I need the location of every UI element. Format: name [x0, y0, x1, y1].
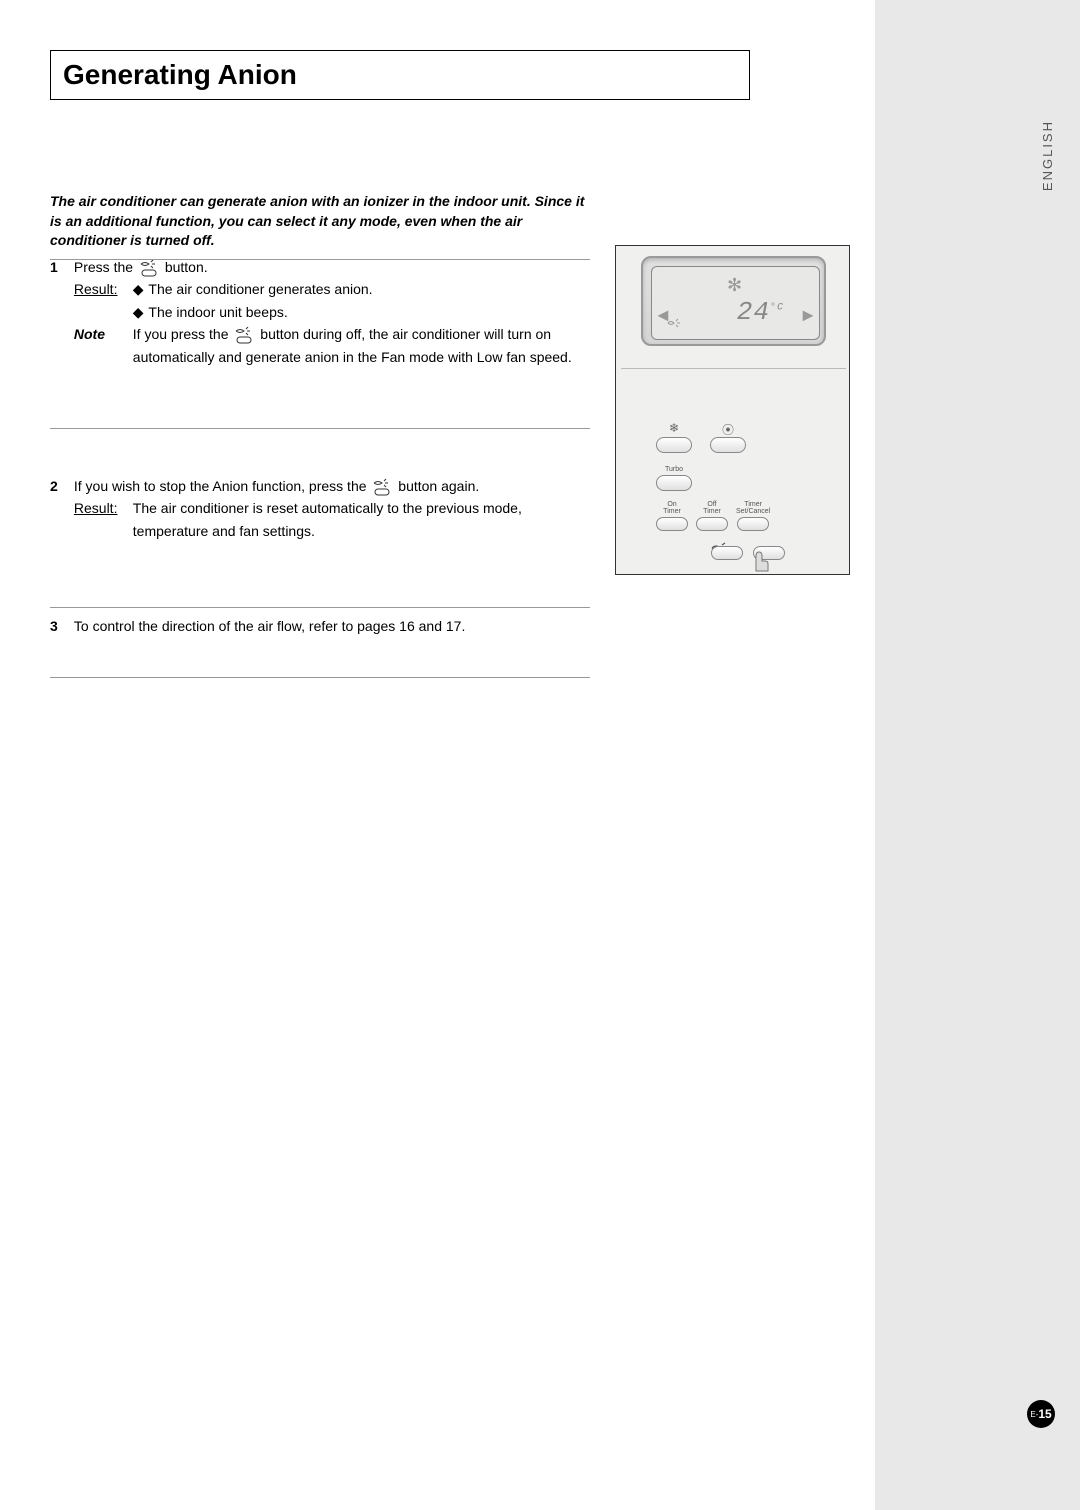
anion-button-icon [137, 259, 161, 277]
mode-button [656, 437, 692, 453]
fan-button [710, 437, 746, 453]
result-2: The indoor unit beeps. [148, 304, 287, 320]
right-sidebar [875, 0, 1080, 1510]
timer-set-group: Timer Set/Cancel [736, 501, 770, 531]
result-1: The air conditioner generates anion. [148, 281, 372, 297]
diamond-bullet: ◆ [133, 301, 145, 323]
anion-remote-button [711, 546, 743, 560]
button-row-1: ❄ ⦿ [656, 421, 746, 453]
intro-paragraph: The air conditioner can generate anion w… [50, 192, 590, 260]
timer-button-row: On Timer Off Timer Timer Set/Cancel [656, 501, 770, 531]
remote-display: ✻ ◄ ► 24°C [641, 256, 826, 346]
temp-unit: °C [770, 302, 784, 313]
turbo-label: Turbo [665, 466, 683, 473]
page-number: 15 [1038, 1407, 1051, 1421]
fan-button-group: ⦿ [710, 421, 746, 453]
off-timer-button [696, 517, 728, 531]
display-inner: ✻ ◄ ► 24°C [651, 266, 820, 340]
turbo-button-group: Turbo [656, 466, 692, 491]
step-number: 2 [50, 475, 70, 497]
result-label: Result: [74, 497, 129, 519]
anion-indicator-icon [667, 317, 681, 331]
step1-press-pre: Press the [74, 259, 133, 275]
step-number: 3 [50, 615, 70, 637]
on-timer-label: On Timer [663, 501, 681, 515]
step-2: 2 If you wish to stop the Anion function… [50, 475, 590, 608]
step-1: 1 Press the button. Result: ◆ The air co… [50, 256, 590, 429]
result-body: The air conditioner is reset automatical… [133, 497, 573, 542]
off-timer-label: Off Timer [703, 501, 721, 515]
timer-set-label: Timer Set/Cancel [736, 501, 770, 515]
step2-pre: If you wish to stop the Anion function, … [74, 478, 367, 494]
on-timer-group: On Timer [656, 501, 688, 531]
anion-button-icon [232, 326, 256, 344]
pointer-hand-icon [746, 546, 776, 576]
display-temperature: 24°C [737, 297, 784, 327]
timer-set-button [737, 517, 769, 531]
result-body: ◆ The air conditioner generates anion. ◆… [133, 278, 573, 323]
step-body: If you wish to stop the Anion function, … [74, 475, 584, 542]
note-pre: If you press the [133, 326, 229, 342]
separator-line [621, 368, 846, 369]
step-3: 3 To control the direction of the air fl… [50, 615, 590, 678]
step-number: 1 [50, 256, 70, 278]
mode-icon: ❄ [669, 421, 679, 435]
mode-button-group: ❄ [656, 421, 692, 453]
step-body: To control the direction of the air flow… [74, 615, 584, 637]
title-box: Generating Anion [50, 50, 750, 100]
snowflake-icon: ✻ [727, 275, 742, 296]
page-number-badge: E-15 [1027, 1400, 1055, 1428]
step1-press-post: button. [165, 259, 208, 275]
language-tab: ENGLISH [1040, 120, 1055, 191]
note-body: If you press the button during off, the … [133, 323, 573, 368]
fan-icon: ⦿ [722, 421, 734, 435]
anion-button-icon [370, 478, 394, 496]
turbo-button [656, 475, 692, 491]
temp-value: 24 [737, 297, 770, 327]
result-label: Result: [74, 278, 129, 300]
page-prefix: E- [1030, 1410, 1038, 1419]
diamond-bullet: ◆ [133, 278, 145, 300]
remote-illustration: ✻ ◄ ► 24°C ❄ ⦿ Turbo On Timer [615, 245, 850, 575]
step-body: Press the button. Result: ◆ The air cond… [74, 256, 584, 368]
page-title: Generating Anion [63, 59, 737, 91]
off-timer-group: Off Timer [696, 501, 728, 531]
arrow-right-icon: ► [799, 305, 817, 326]
step2-post: button again. [398, 478, 479, 494]
note-label: Note [74, 323, 129, 345]
on-timer-button [656, 517, 688, 531]
